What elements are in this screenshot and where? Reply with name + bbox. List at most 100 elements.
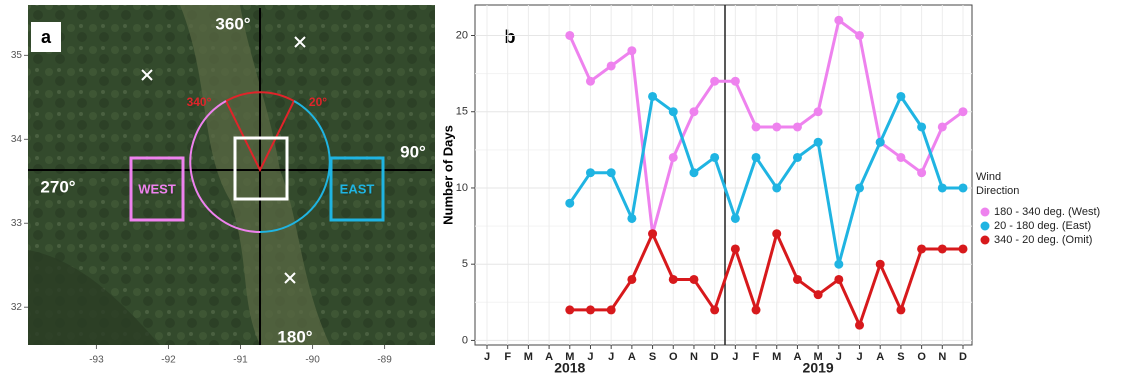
data-point [710, 153, 719, 162]
data-point [938, 183, 947, 192]
data-point [896, 92, 905, 101]
data-point [917, 122, 926, 131]
y-tick-label: 35 [11, 50, 23, 61]
x-tick-label: -92 [161, 355, 176, 366]
data-point [689, 107, 698, 116]
x-tick-label: J [732, 351, 738, 363]
x-tick-label: S [897, 351, 904, 363]
data-point [565, 305, 574, 314]
y-tick-label: 33 [11, 218, 23, 229]
x-tick-label: F [753, 351, 760, 363]
data-point [669, 107, 678, 116]
direction-label: 180° [277, 327, 312, 346]
data-point [752, 122, 761, 131]
angle-label: 340° [187, 95, 212, 109]
legend-label: 340 - 20 deg. (Omit) [994, 234, 1092, 246]
direction-label: 90° [400, 142, 426, 161]
x-tick-label: N [938, 351, 946, 363]
x-tick-label: J [587, 351, 593, 363]
x-tick-label: -91 [233, 355, 248, 366]
data-point [814, 290, 823, 299]
x-tick-label: -89 [377, 355, 392, 366]
angle-label: 20° [309, 95, 327, 109]
data-point [834, 260, 843, 269]
data-point [752, 153, 761, 162]
x-tick-label: O [669, 351, 678, 363]
data-point [793, 153, 802, 162]
y-tick-label: 32 [11, 302, 23, 313]
data-point [669, 275, 678, 284]
panel-label: b [505, 27, 516, 47]
data-point [917, 168, 926, 177]
x-tick-label: A [793, 351, 801, 363]
y-tick-label: 5 [462, 258, 468, 270]
data-point [607, 61, 616, 70]
x-tick-label: J [856, 351, 862, 363]
direction-label: 270° [40, 177, 75, 196]
x-tick-label: O [917, 351, 926, 363]
data-point [648, 229, 657, 238]
x-tick-label: F [504, 351, 511, 363]
data-point [959, 183, 968, 192]
direction-label: 360° [215, 14, 250, 33]
x-tick-label: M [772, 351, 781, 363]
data-point [731, 77, 740, 86]
data-point [814, 107, 823, 116]
data-point [586, 305, 595, 314]
legend-swatch [981, 236, 990, 245]
data-point [855, 321, 864, 330]
legend-swatch [981, 222, 990, 231]
figure: a 360° 90° 270° 180° 340° 20° WEST EAST … [0, 0, 1123, 377]
data-point [607, 168, 616, 177]
y-tick-label: 0 [462, 334, 468, 346]
map-panel: a 360° 90° 270° 180° 340° 20° WEST EAST [28, 5, 435, 346]
data-point [627, 214, 636, 223]
x-tick-label: S [649, 351, 656, 363]
data-point [689, 168, 698, 177]
x-tick-label: A [876, 351, 884, 363]
data-point [959, 244, 968, 253]
year-label: 2019 [803, 360, 834, 376]
legend-label: 180 - 340 deg. (West) [994, 206, 1100, 218]
data-point [938, 122, 947, 131]
region-label: EAST [340, 181, 375, 196]
data-point [938, 244, 947, 253]
data-point [565, 31, 574, 40]
x-tick-label: A [545, 351, 553, 363]
x-tick-label: J [484, 351, 490, 363]
legend-label: 20 - 180 deg. (East) [994, 220, 1091, 232]
x-tick-label: A [628, 351, 636, 363]
x-tick-label: J [836, 351, 842, 363]
legend-swatch [981, 208, 990, 217]
y-tick-label: 15 [456, 106, 468, 118]
data-point [648, 92, 657, 101]
data-point [834, 275, 843, 284]
x-tick-label: D [959, 351, 967, 363]
data-point [814, 138, 823, 147]
region-label: WEST [138, 181, 176, 196]
data-point [959, 107, 968, 116]
data-point [731, 244, 740, 253]
data-point [876, 138, 885, 147]
legend-title-box: Wind Direction [976, 170, 1046, 204]
data-point [834, 16, 843, 25]
x-tick-label: -93 [89, 355, 104, 366]
data-point [565, 199, 574, 208]
year-label: 2018 [554, 360, 585, 376]
data-point [689, 275, 698, 284]
data-point [752, 305, 761, 314]
data-point [876, 260, 885, 269]
data-point [710, 305, 719, 314]
legend-title: Wind Direction [976, 170, 1036, 198]
data-point [896, 305, 905, 314]
data-point [917, 244, 926, 253]
y-tick-label: 34 [11, 134, 23, 145]
y-axis-label: Number of Days [440, 125, 455, 225]
data-point [772, 229, 781, 238]
x-tick-label: N [690, 351, 698, 363]
data-point [793, 122, 802, 131]
data-point [710, 77, 719, 86]
data-point [793, 275, 802, 284]
data-point [627, 275, 636, 284]
data-point [627, 46, 636, 55]
